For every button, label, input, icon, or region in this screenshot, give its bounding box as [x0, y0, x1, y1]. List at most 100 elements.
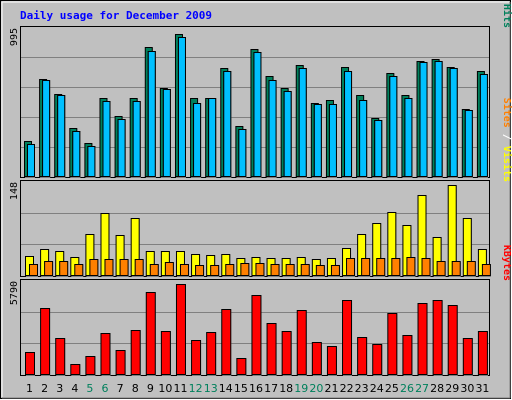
- bar-kbytes-day-3: [55, 338, 66, 375]
- x-tick-label: 9: [147, 382, 154, 395]
- bar-kbytes-day-17: [266, 323, 277, 375]
- bar-pages-day-1: [27, 144, 35, 177]
- bar-kbytes-day-5: [85, 356, 96, 375]
- series-label-sites-visits: Sites / Visits: [501, 98, 512, 182]
- bar-pages-day-21: [328, 104, 337, 177]
- bar-pages-day-8: [132, 101, 141, 177]
- bar-kbytes-day-2: [40, 308, 51, 375]
- bar-kbytes-day-22: [342, 300, 353, 375]
- bar-kbytes-day-15: [236, 358, 247, 375]
- bar-sites-day-9: [149, 264, 159, 276]
- bar-sites-day-10: [164, 262, 174, 276]
- bar-sites-day-24: [376, 258, 386, 276]
- x-tick-label: 15: [234, 382, 248, 395]
- bar-sites-day-15: [240, 263, 250, 276]
- bar-pages-day-20: [313, 104, 322, 177]
- series-label-hits-files-pages: Pages / Files / Hits: [501, 0, 512, 28]
- bar-kbytes-day-11: [175, 284, 186, 375]
- bar-sites-day-31: [481, 264, 491, 276]
- bar-kbytes-day-27: [417, 303, 428, 375]
- bar-pages-day-15: [238, 129, 247, 177]
- bar-pages-day-29: [449, 68, 458, 177]
- bar-pages-day-25: [389, 76, 398, 177]
- bar-pages-day-12: [193, 103, 202, 177]
- ymax-label-kbytes: 5790: [9, 281, 20, 305]
- series-label-part: Visits: [501, 146, 512, 182]
- bar-sites-day-16: [255, 263, 265, 276]
- x-tick-label: 11: [174, 382, 188, 395]
- bar-pages-day-14: [223, 71, 232, 177]
- x-tick-label: 30: [460, 382, 474, 395]
- bar-kbytes-day-9: [145, 292, 156, 375]
- bar-sites-day-2: [44, 261, 54, 276]
- bar-pages-day-19: [298, 68, 307, 177]
- x-tick-label: 27: [415, 382, 429, 395]
- bar-sites-day-5: [89, 259, 99, 276]
- chart-title: Daily usage for December 2009: [20, 9, 212, 22]
- bar-pages-day-9: [147, 51, 156, 177]
- ymax-label-visits: 148: [9, 182, 20, 200]
- bar-sites-day-25: [391, 258, 401, 276]
- bar-pages-day-17: [268, 80, 277, 177]
- bar-pages-day-31: [479, 74, 488, 177]
- ymax-label-hits: 995: [9, 28, 20, 46]
- bar-sites-day-22: [346, 258, 356, 276]
- bar-sites-day-13: [210, 265, 220, 276]
- bar-pages-day-7: [117, 119, 126, 177]
- bar-kbytes-day-24: [372, 344, 383, 375]
- x-tick-label: 23: [355, 382, 369, 395]
- x-tick-label: 31: [475, 382, 489, 395]
- bar-sites-day-8: [134, 259, 144, 276]
- bar-sites-day-7: [119, 259, 129, 276]
- x-tick-label: 20: [309, 382, 323, 395]
- x-tick-label: 16: [249, 382, 263, 395]
- bar-pages-day-30: [464, 110, 473, 177]
- bar-sites-day-1: [29, 264, 38, 276]
- series-label-part: Sites: [501, 98, 512, 128]
- x-tick-label: 26: [400, 382, 414, 395]
- bar-pages-day-2: [42, 80, 51, 177]
- x-tick-label: 8: [132, 382, 139, 395]
- bar-pages-day-6: [102, 101, 111, 177]
- bar-pages-day-16: [253, 52, 262, 177]
- bar-sites-day-17: [270, 264, 280, 276]
- x-tick-label: 12: [189, 382, 203, 395]
- bar-kbytes-day-20: [311, 342, 322, 375]
- x-tick-label: 17: [264, 382, 278, 395]
- bar-pages-day-5: [87, 146, 96, 177]
- bar-kbytes-day-16: [251, 295, 262, 375]
- bar-kbytes-day-30: [462, 338, 473, 375]
- x-tick-label: 10: [158, 382, 172, 395]
- bar-sites-day-21: [330, 265, 340, 276]
- bar-sites-day-12: [195, 265, 205, 276]
- bar-pages-day-26: [404, 98, 413, 177]
- bar-sites-day-20: [315, 265, 325, 276]
- bar-kbytes-day-26: [402, 335, 413, 375]
- bar-kbytes-day-21: [326, 346, 337, 375]
- x-tick-label: 5: [86, 382, 93, 395]
- bar-kbytes-day-18: [281, 331, 292, 375]
- bar-kbytes-day-19: [296, 310, 307, 375]
- bar-kbytes-day-10: [160, 331, 171, 375]
- bar-kbytes-day-14: [221, 309, 232, 375]
- bar-sites-day-26: [406, 257, 416, 276]
- bar-sites-day-14: [225, 264, 235, 276]
- bar-pages-day-10: [162, 89, 171, 177]
- bar-sites-day-30: [466, 261, 476, 276]
- series-label-kbytes: KBytes: [501, 245, 512, 281]
- bar-pages-day-11: [177, 37, 186, 177]
- series-label-part: KBytes: [501, 245, 512, 281]
- x-tick-label: 2: [41, 382, 48, 395]
- bar-sites-day-11: [179, 264, 189, 276]
- x-tick-label: 7: [117, 382, 124, 395]
- x-tick-label: 28: [430, 382, 444, 395]
- bar-sites-day-6: [104, 259, 114, 276]
- bar-pages-day-18: [283, 91, 292, 177]
- x-tick-label: 13: [204, 382, 218, 395]
- bar-sites-day-23: [361, 258, 371, 276]
- bar-sites-day-19: [300, 264, 310, 276]
- bar-kbytes-day-4: [70, 364, 81, 375]
- bar-kbytes-day-1: [25, 352, 35, 375]
- x-tick-label: 25: [385, 382, 399, 395]
